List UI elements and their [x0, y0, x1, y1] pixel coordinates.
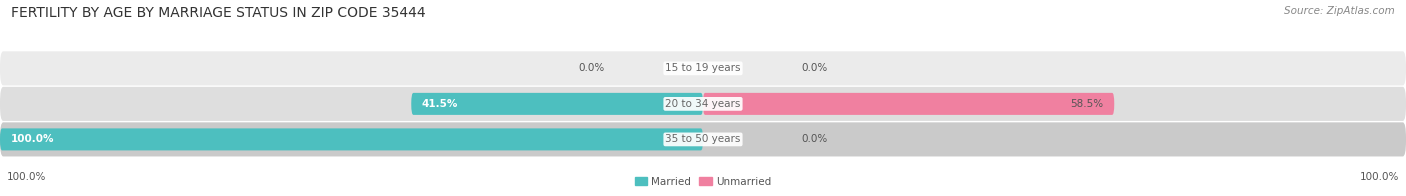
Text: 100.0%: 100.0% [10, 134, 53, 144]
Text: 41.5%: 41.5% [422, 99, 458, 109]
FancyBboxPatch shape [0, 87, 1406, 121]
Text: 0.0%: 0.0% [801, 134, 828, 144]
Text: 35 to 50 years: 35 to 50 years [665, 134, 741, 144]
FancyBboxPatch shape [703, 93, 1115, 115]
Text: 20 to 34 years: 20 to 34 years [665, 99, 741, 109]
Text: FERTILITY BY AGE BY MARRIAGE STATUS IN ZIP CODE 35444: FERTILITY BY AGE BY MARRIAGE STATUS IN Z… [11, 6, 426, 20]
Text: 100.0%: 100.0% [1360, 172, 1399, 182]
Text: 0.0%: 0.0% [578, 63, 605, 73]
Text: Source: ZipAtlas.com: Source: ZipAtlas.com [1284, 6, 1395, 16]
FancyBboxPatch shape [0, 128, 703, 150]
Text: 100.0%: 100.0% [7, 172, 46, 182]
FancyBboxPatch shape [0, 122, 1406, 156]
Text: 0.0%: 0.0% [801, 63, 828, 73]
FancyBboxPatch shape [0, 51, 1406, 85]
FancyBboxPatch shape [412, 93, 703, 115]
Text: 15 to 19 years: 15 to 19 years [665, 63, 741, 73]
Text: 58.5%: 58.5% [1070, 99, 1104, 109]
Legend: Married, Unmarried: Married, Unmarried [630, 172, 776, 191]
